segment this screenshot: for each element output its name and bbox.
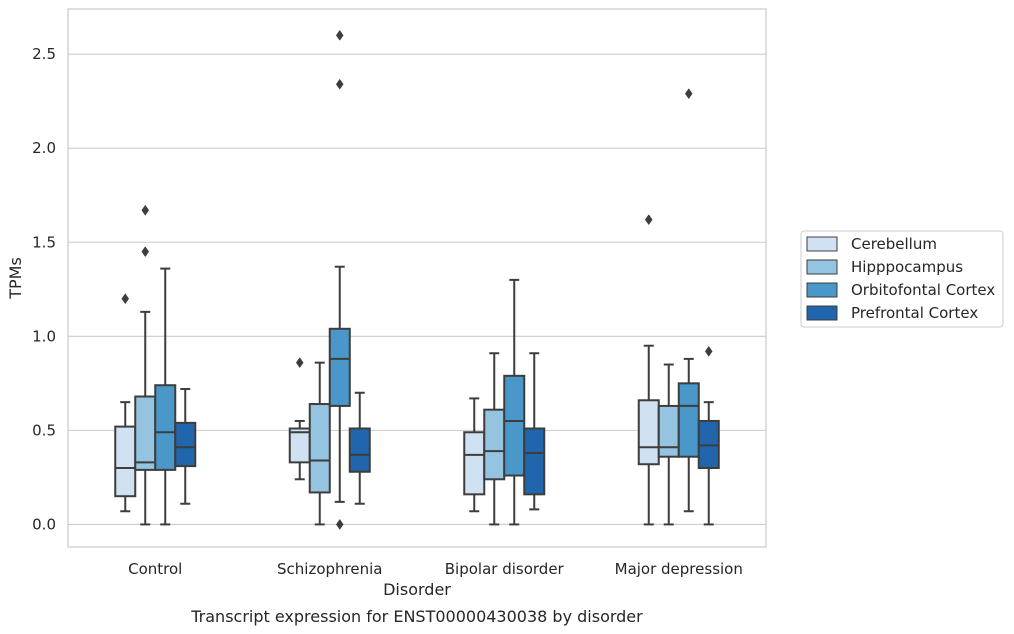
y-tick-label: 2.5 — [32, 45, 56, 63]
box-plot — [154, 267, 177, 526]
outlier-point — [141, 204, 150, 216]
y-tick-label: 2.0 — [32, 139, 56, 157]
box-plot — [114, 293, 137, 513]
outlier-point — [644, 214, 653, 226]
box — [328, 327, 351, 407]
plot-frame — [67, 8, 767, 548]
box-plot — [463, 397, 486, 513]
outlier-point — [295, 357, 304, 369]
box-plot — [697, 345, 720, 526]
box-plot — [134, 204, 157, 526]
box — [114, 425, 137, 498]
box — [174, 421, 197, 468]
box — [483, 408, 506, 481]
outlier-point — [335, 518, 344, 530]
box-plot — [308, 361, 331, 526]
y-tick-label: 1.0 — [32, 327, 56, 345]
box-plot — [174, 387, 197, 505]
box — [523, 427, 546, 496]
outlier-point — [684, 88, 693, 100]
outlier-point — [141, 246, 150, 258]
x-axis-label: Disorder — [383, 580, 451, 599]
box — [637, 399, 660, 466]
legend-label: Hipppocampus — [851, 258, 963, 276]
box-plot — [348, 391, 371, 505]
box — [308, 403, 331, 494]
box — [503, 374, 526, 477]
box — [348, 427, 371, 473]
legend-swatch — [806, 305, 838, 321]
y-tick-label: 0.5 — [32, 421, 56, 439]
box-plot — [637, 214, 660, 526]
legend-label: Orbitofontal Cortex — [851, 281, 995, 299]
x-tick-label: Bipolar disorder — [445, 560, 565, 578]
outlier-point — [335, 78, 344, 90]
x-tick-label: Schizophrenia — [277, 560, 382, 578]
y-tick-label: 1.5 — [32, 233, 56, 251]
outlier-point — [121, 293, 130, 305]
box — [463, 431, 486, 496]
box — [134, 395, 157, 471]
chart-caption: Transcript expression for ENST0000043003… — [190, 607, 643, 626]
box-plot — [328, 29, 351, 530]
legend-swatch — [806, 236, 838, 252]
box-plot — [523, 352, 546, 511]
legend: Cerebellum Hipppocampus Orbitofontal Corte… — [800, 230, 1004, 328]
box — [288, 427, 311, 464]
x-tick-label: Control — [128, 560, 182, 578]
legend-frame — [800, 230, 1004, 328]
legend-swatch — [806, 259, 838, 275]
box — [154, 384, 177, 471]
box — [677, 382, 700, 458]
box — [657, 404, 680, 458]
legend-swatch — [806, 282, 838, 298]
x-tick-labels: Control Schizophrenia Bipolar disorder Majo… — [128, 560, 743, 578]
y-tick-label: 0.0 — [32, 515, 56, 533]
outlier-point — [335, 29, 344, 41]
y-axis-label: TPMs — [6, 257, 25, 300]
outlier-point — [704, 345, 713, 357]
box-plot — [288, 357, 311, 481]
box-group — [114, 29, 720, 530]
legend-label: Cerebellum — [851, 235, 937, 253]
y-tick-labels: 0.0 0.5 1.0 1.5 2.0 2.5 — [32, 45, 56, 533]
box-plot — [503, 278, 526, 526]
legend-label: Prefrontal Cortex — [851, 304, 978, 322]
x-tick-label: Major depression — [615, 560, 743, 578]
